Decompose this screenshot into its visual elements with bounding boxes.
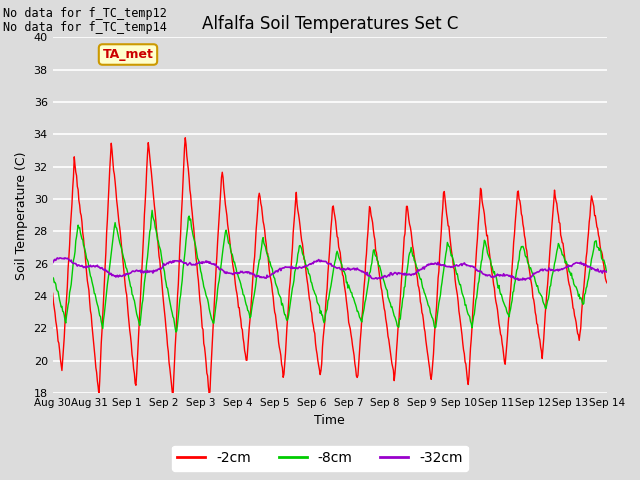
Title: Alfalfa Soil Temperatures Set C: Alfalfa Soil Temperatures Set C (202, 15, 458, 33)
Text: No data for f_TC_temp14: No data for f_TC_temp14 (3, 21, 167, 34)
Y-axis label: Soil Temperature (C): Soil Temperature (C) (15, 151, 28, 279)
Legend: -2cm, -8cm, -32cm: -2cm, -8cm, -32cm (172, 445, 468, 471)
Text: TA_met: TA_met (102, 48, 154, 61)
Text: No data for f_TC_temp12: No data for f_TC_temp12 (3, 7, 167, 20)
X-axis label: Time: Time (314, 414, 345, 427)
